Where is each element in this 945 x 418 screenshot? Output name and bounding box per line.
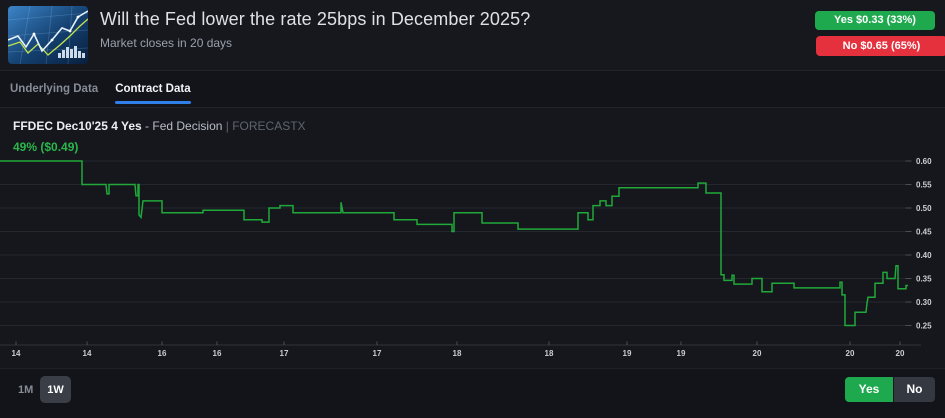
footer-bar: 1M 1W Yes No	[0, 368, 945, 418]
svg-text:18: 18	[545, 349, 554, 358]
page-title: Will the Fed lower the rate 25bps in Dec…	[100, 9, 531, 29]
svg-text:17: 17	[373, 349, 382, 358]
stock-chart-illustration-icon	[8, 6, 88, 64]
contract-name: - Fed Decision	[141, 119, 223, 133]
svg-text:20: 20	[846, 349, 855, 358]
range-1w-button[interactable]: 1W	[40, 376, 71, 403]
svg-text:18: 18	[453, 349, 462, 358]
svg-text:16: 16	[158, 349, 167, 358]
current-price-readout: 49% ($0.49)	[13, 140, 79, 154]
tab-contract-data-label: Contract Data	[115, 83, 191, 95]
price-chart[interactable]: 0.60 0.55 0.50 0.45 0.40 0.35 0.30 0.25 14 14 16 16…	[0, 150, 945, 368]
contract-header: FFDEC Dec10'25 4 Yes - Fed Decision | FO…	[13, 119, 306, 133]
svg-text:0.30: 0.30	[916, 298, 932, 307]
svg-text:0.55: 0.55	[916, 180, 932, 189]
svg-text:0.60: 0.60	[916, 157, 932, 166]
trade-no-button[interactable]: No	[893, 377, 935, 402]
trade-buttons: Yes No	[845, 377, 935, 402]
svg-text:20: 20	[896, 349, 905, 358]
yes-price-button[interactable]: Yes $0.33 (33%)	[815, 11, 935, 30]
tab-contract-data[interactable]: Contract Data	[115, 71, 191, 107]
header: Will the Fed lower the rate 25bps in Dec…	[0, 0, 945, 70]
tab-underlying-data[interactable]: Underlying Data	[10, 71, 98, 107]
no-price-button[interactable]: No $0.65 (65%)	[816, 36, 945, 56]
svg-text:0.25: 0.25	[916, 321, 932, 330]
svg-text:0.40: 0.40	[916, 251, 932, 260]
chart-panel: FFDEC Dec10'25 4 Yes - Fed Decision | FO…	[0, 109, 945, 368]
svg-text:16: 16	[213, 349, 222, 358]
svg-text:0.45: 0.45	[916, 227, 932, 236]
svg-text:20: 20	[753, 349, 762, 358]
svg-text:14: 14	[83, 349, 92, 358]
svg-text:0.35: 0.35	[916, 274, 932, 283]
range-1m-button[interactable]: 1M	[14, 377, 37, 403]
contract-symbol: FFDEC Dec10'25 4 Yes	[13, 119, 142, 133]
contract-data-source: | FORECASTX	[222, 119, 306, 133]
svg-text:17: 17	[280, 349, 289, 358]
market-thumbnail-image	[8, 6, 88, 64]
tab-active-underline	[115, 101, 191, 104]
svg-text:0.50: 0.50	[916, 204, 932, 213]
svg-text:19: 19	[623, 349, 632, 358]
tab-bar: Underlying Data Contract Data	[0, 70, 945, 108]
tab-underlying-data-label: Underlying Data	[10, 83, 99, 95]
market-close-status: Market closes in 20 days	[100, 36, 233, 50]
trade-yes-button[interactable]: Yes	[845, 377, 893, 402]
svg-text:14: 14	[12, 349, 21, 358]
svg-text:19: 19	[677, 349, 686, 358]
